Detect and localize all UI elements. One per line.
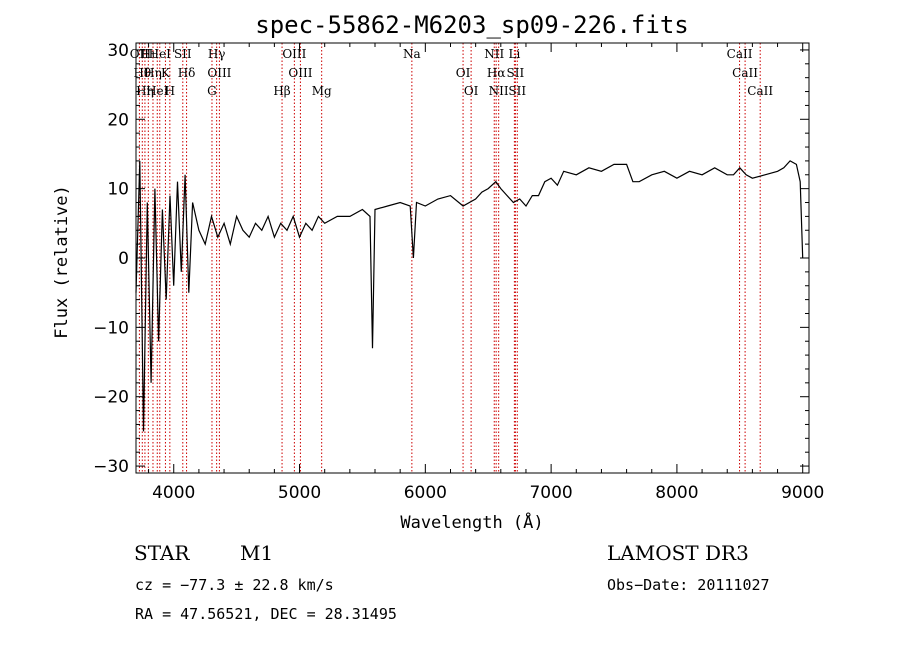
- spectrum-series: [135, 160, 804, 432]
- x-tick-label-0: 4000: [152, 483, 195, 503]
- x-tick-label-5: 9000: [781, 483, 824, 503]
- y-tick-label-0: −30: [93, 457, 129, 477]
- y-tick-label-4: 10: [107, 180, 129, 200]
- line-marker-label-6: HeI: [149, 47, 172, 61]
- line-marker-label-7: K: [161, 66, 171, 80]
- x-tick-label-2: 6000: [404, 483, 447, 503]
- line-marker-label-4: Hη: [144, 66, 162, 80]
- redshift-velocity: cz = −77.3 ± 22.8 km/s: [135, 576, 334, 594]
- emission-line-markers: [138, 43, 761, 473]
- line-marker-label-9: SII: [174, 47, 192, 61]
- chart-title: spec-55862-M6203_sp09-226.fits: [255, 11, 688, 39]
- line-marker-label-13: OIII: [207, 66, 231, 80]
- line-marker-label-20: OI: [464, 84, 479, 98]
- line-marker-label-5: HeI: [146, 84, 169, 98]
- line-marker-label-29: CaII: [747, 84, 773, 98]
- y-tick-label-1: −20: [93, 388, 129, 408]
- x-axis-ticks: 4000 5000 6000 7000 8000 9000: [148, 43, 824, 503]
- line-marker-label-14: Hβ: [273, 84, 290, 98]
- coordinates: RA = 47.56521, DEC = 28.31495: [135, 605, 397, 623]
- y-tick-label-6: 30: [107, 41, 129, 61]
- line-marker-label-12: Hγ: [208, 47, 226, 61]
- plot-frame: [135, 42, 810, 474]
- y-axis-ticks: −30 −20 −10 0 10 20 30: [93, 41, 809, 477]
- line-marker-label-25: SII: [507, 66, 525, 80]
- line-marker-label-3: Hι: [141, 47, 156, 61]
- line-marker-label-16: OIII: [288, 66, 312, 80]
- line-marker-label-19: OI: [456, 66, 471, 80]
- line-marker-label-18: Na: [403, 47, 421, 61]
- line-marker-label-15: OIII: [282, 47, 306, 61]
- x-tick-label-4: 8000: [655, 483, 698, 503]
- y-tick-label-3: 0: [118, 249, 129, 269]
- x-tick-label-1: 5000: [278, 483, 321, 503]
- y-axis-label: Flux (relative): [52, 185, 72, 339]
- object-type: STAR: [134, 541, 190, 565]
- line-marker-label-0: OII: [130, 47, 150, 61]
- object-subclass: M1: [240, 541, 273, 565]
- line-marker-label-27: CaII: [727, 47, 753, 61]
- series-line-spectrum: [135, 160, 804, 432]
- y-tick-label-5: 20: [107, 110, 129, 130]
- line-marker-label-10: Hδ: [178, 66, 196, 80]
- emission-line-labels: OIIHθHηHιHηHeIHeIKHSIIHδGHγOIIIHβOIIIOII…: [130, 47, 774, 98]
- x-tick-label-3: 7000: [529, 483, 572, 503]
- x-axis-label: Wavelength (Å): [400, 511, 543, 533]
- line-marker-label-11: G: [207, 84, 217, 98]
- line-marker-label-17: Mg: [312, 84, 332, 98]
- line-marker-label-8: H: [165, 84, 175, 98]
- line-marker-label-23: NII: [489, 84, 509, 98]
- line-marker-label-21: NII: [484, 47, 504, 61]
- line-marker-label-26: SII: [508, 84, 526, 98]
- line-marker-label-2: Hη: [136, 84, 154, 98]
- y-tick-label-2: −10: [93, 318, 129, 338]
- line-marker-label-1: Hθ: [133, 66, 151, 80]
- line-marker-label-22: Hα: [487, 66, 506, 80]
- line-marker-label-28: CaII: [732, 66, 758, 80]
- survey-label: LAMOST DR3: [607, 541, 749, 565]
- observation-date: Obs−Date: 20111027: [607, 576, 770, 594]
- line-marker-label-24: Li: [508, 47, 520, 61]
